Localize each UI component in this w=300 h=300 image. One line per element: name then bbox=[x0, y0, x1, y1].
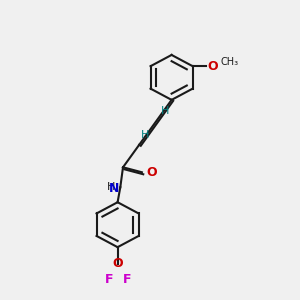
Text: H: H bbox=[140, 130, 149, 140]
Text: F: F bbox=[105, 273, 114, 286]
Text: H: H bbox=[107, 182, 115, 192]
Text: N: N bbox=[109, 182, 119, 195]
Text: O: O bbox=[146, 166, 157, 179]
Text: O: O bbox=[208, 60, 218, 73]
Text: O: O bbox=[112, 257, 123, 270]
Text: CH₃: CH₃ bbox=[221, 57, 239, 68]
Text: H: H bbox=[161, 106, 169, 116]
Text: F: F bbox=[123, 273, 131, 286]
